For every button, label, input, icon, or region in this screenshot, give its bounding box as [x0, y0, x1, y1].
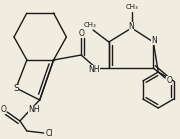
Text: N: N	[129, 22, 134, 30]
Text: CH₃: CH₃	[125, 4, 138, 10]
Text: S: S	[13, 84, 19, 92]
Text: Cl: Cl	[46, 128, 53, 137]
Text: O: O	[166, 75, 172, 85]
Text: CH₃: CH₃	[84, 22, 96, 28]
Text: O: O	[0, 105, 6, 114]
Text: NH: NH	[28, 105, 40, 114]
Text: O: O	[78, 28, 84, 38]
Text: NH: NH	[88, 64, 100, 74]
Text: N: N	[151, 35, 157, 44]
